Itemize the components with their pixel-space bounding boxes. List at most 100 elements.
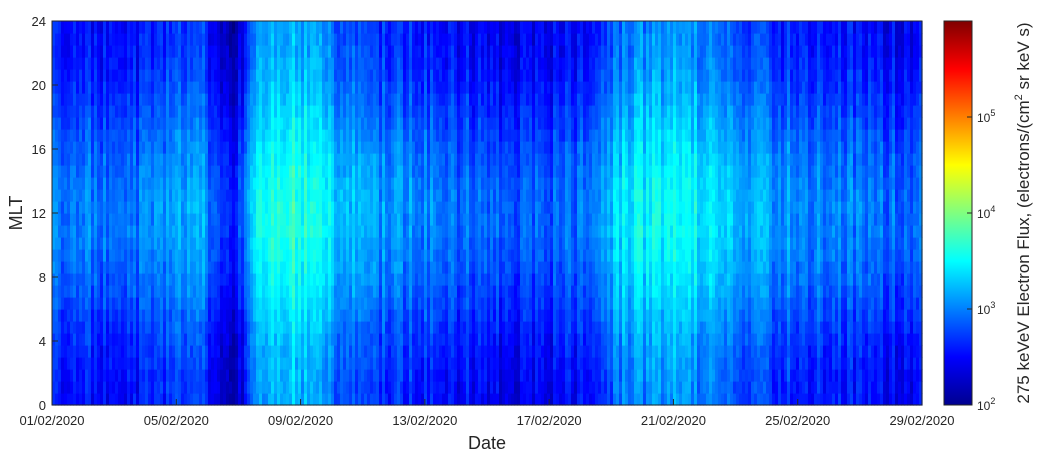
heatmap-cell [193, 357, 197, 370]
heatmap-cell [250, 297, 254, 310]
heatmap-cell [88, 273, 92, 286]
heatmap-cell [52, 129, 56, 142]
heatmap-cell [265, 297, 269, 310]
heatmap-cell [163, 237, 167, 250]
heatmap-cell [178, 21, 182, 34]
heatmap-cell [265, 213, 269, 226]
heatmap-cell [127, 33, 131, 46]
heatmap-cell [253, 285, 257, 298]
heatmap-cell [241, 213, 245, 226]
heatmap-cell [67, 345, 71, 358]
heatmap-cell [136, 177, 140, 190]
heatmap-cell [283, 249, 287, 262]
heatmap-cell [55, 45, 59, 58]
heatmap-cell [181, 57, 185, 70]
heatmap-cell [145, 189, 149, 202]
heatmap-cell [85, 21, 89, 34]
heatmap-cell [217, 261, 221, 274]
heatmap-cell [199, 237, 203, 250]
heatmap-cell [283, 177, 287, 190]
heatmap-cell [154, 345, 158, 358]
heatmap-cell [253, 69, 257, 82]
heatmap-cell [85, 117, 89, 130]
heatmap-cell [175, 345, 179, 358]
heatmap-cell [226, 93, 230, 106]
heatmap-cell [100, 225, 104, 238]
heatmap-cell [94, 57, 98, 70]
heatmap-cell [226, 201, 230, 214]
heatmap-cell [118, 189, 122, 202]
heatmap-cell [145, 45, 149, 58]
heatmap-cell [307, 81, 311, 94]
heatmap-cell [82, 105, 86, 118]
heatmap-cell [241, 201, 245, 214]
heatmap-cell [175, 165, 179, 178]
heatmap-cell [196, 345, 200, 358]
heatmap-cell [211, 165, 215, 178]
heatmap-cell [271, 21, 275, 34]
heatmap-cell [304, 141, 308, 154]
heatmap-cell [190, 273, 194, 286]
heatmap-cell [301, 93, 305, 106]
heatmap-cell [112, 129, 116, 142]
heatmap-cell [271, 105, 275, 118]
heatmap-cell [271, 201, 275, 214]
heatmap-cell [277, 333, 281, 346]
heatmap-cell [190, 129, 194, 142]
heatmap-cell [250, 345, 254, 358]
heatmap-cell [217, 93, 221, 106]
heatmap-cell [124, 237, 128, 250]
heatmap-cell [319, 69, 323, 82]
heatmap-cell [154, 225, 158, 238]
heatmap-cell [88, 33, 92, 46]
heatmap-cell [316, 225, 320, 238]
heatmap-cell [55, 93, 59, 106]
heatmap-cell [160, 381, 164, 394]
heatmap-cell [97, 201, 101, 214]
heatmap-cell [250, 273, 254, 286]
heatmap-cell [190, 369, 194, 382]
heatmap-cell [55, 297, 59, 310]
heatmap-cell [79, 81, 83, 94]
heatmap-cell [244, 225, 248, 238]
heatmap-cell [235, 309, 239, 322]
heatmap-cell [175, 117, 179, 130]
heatmap-cell [250, 93, 254, 106]
heatmap-cell [184, 93, 188, 106]
heatmap-cell [172, 69, 176, 82]
heatmap-cell [136, 33, 140, 46]
heatmap-cell [163, 381, 167, 394]
heatmap-cell [121, 345, 125, 358]
heatmap-cell [118, 93, 122, 106]
heatmap-cell [310, 129, 314, 142]
heatmap-cell [157, 225, 161, 238]
heatmap-cell [274, 21, 278, 34]
heatmap-cell [256, 81, 260, 94]
heatmap-cell [274, 177, 278, 190]
heatmap-cell [298, 105, 302, 118]
heatmap-cell [304, 93, 308, 106]
heatmap-cell [85, 177, 89, 190]
heatmap-cell [295, 237, 299, 250]
heatmap-cell [103, 309, 107, 322]
heatmap-cell [181, 117, 185, 130]
heatmap-cell [205, 129, 209, 142]
heatmap-cell [61, 201, 65, 214]
heatmap-cell [64, 129, 68, 142]
heatmap-cell [244, 393, 248, 406]
heatmap-cell [259, 213, 263, 226]
heatmap-cell [208, 141, 212, 154]
heatmap-cell [271, 345, 275, 358]
heatmap-cell [220, 177, 224, 190]
heatmap-cell [286, 177, 290, 190]
heatmap-cell [76, 105, 80, 118]
heatmap-cell [154, 393, 158, 406]
heatmap-cell [280, 393, 284, 406]
heatmap-cell [223, 273, 227, 286]
heatmap-cell [298, 129, 302, 142]
heatmap-cell [226, 261, 230, 274]
heatmap-cell [220, 213, 224, 226]
heatmap-cell [121, 237, 125, 250]
heatmap-cell [256, 57, 260, 70]
